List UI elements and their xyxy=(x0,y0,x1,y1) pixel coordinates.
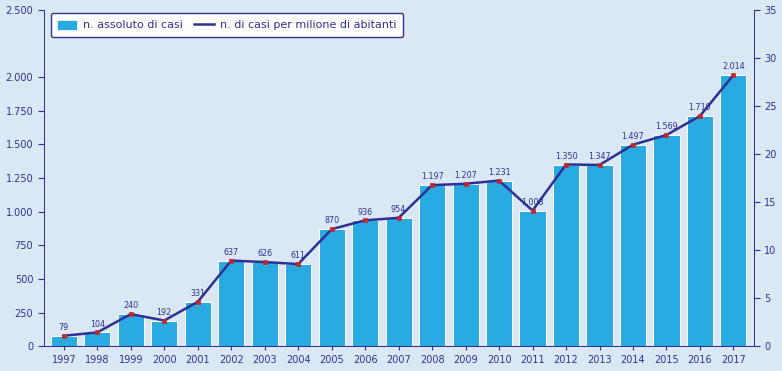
Text: 1.497: 1.497 xyxy=(622,132,644,141)
Bar xyxy=(285,264,311,347)
Bar xyxy=(118,314,144,347)
Text: 611: 611 xyxy=(291,251,306,260)
Bar xyxy=(151,321,178,347)
Bar xyxy=(419,185,445,347)
Text: 2.014: 2.014 xyxy=(722,62,744,71)
Bar xyxy=(486,181,512,347)
Bar xyxy=(654,135,680,347)
Bar xyxy=(218,260,244,347)
Bar xyxy=(185,302,211,347)
Text: 870: 870 xyxy=(324,216,339,226)
Text: 1.231: 1.231 xyxy=(488,168,511,177)
Text: 1.197: 1.197 xyxy=(421,173,443,181)
Text: 331: 331 xyxy=(190,289,205,298)
Text: 104: 104 xyxy=(90,320,105,329)
Text: 637: 637 xyxy=(224,248,239,257)
Bar xyxy=(586,165,612,347)
Text: 1.710: 1.710 xyxy=(689,103,712,112)
Text: 954: 954 xyxy=(391,205,407,214)
Bar xyxy=(720,75,747,347)
Text: 1.569: 1.569 xyxy=(655,122,678,131)
Bar xyxy=(519,211,546,347)
Text: 626: 626 xyxy=(257,249,272,258)
Text: 192: 192 xyxy=(156,308,172,317)
Bar xyxy=(51,336,77,347)
Bar xyxy=(252,262,278,347)
Bar xyxy=(453,184,479,347)
Bar xyxy=(318,229,345,347)
Legend: n. assoluto di casi, n. di casi per milione di abitanti: n. assoluto di casi, n. di casi per mili… xyxy=(51,13,403,37)
Text: 1.347: 1.347 xyxy=(588,152,611,161)
Bar xyxy=(687,116,713,347)
Text: 1.350: 1.350 xyxy=(554,152,577,161)
Bar xyxy=(620,145,646,347)
Bar xyxy=(84,332,110,347)
Text: 240: 240 xyxy=(124,301,138,310)
Text: 79: 79 xyxy=(59,323,69,332)
Text: 936: 936 xyxy=(357,207,373,217)
Text: 1.207: 1.207 xyxy=(454,171,477,180)
Bar xyxy=(352,220,378,347)
Bar xyxy=(553,164,579,347)
Bar xyxy=(386,218,411,347)
Text: 1.008: 1.008 xyxy=(522,198,543,207)
